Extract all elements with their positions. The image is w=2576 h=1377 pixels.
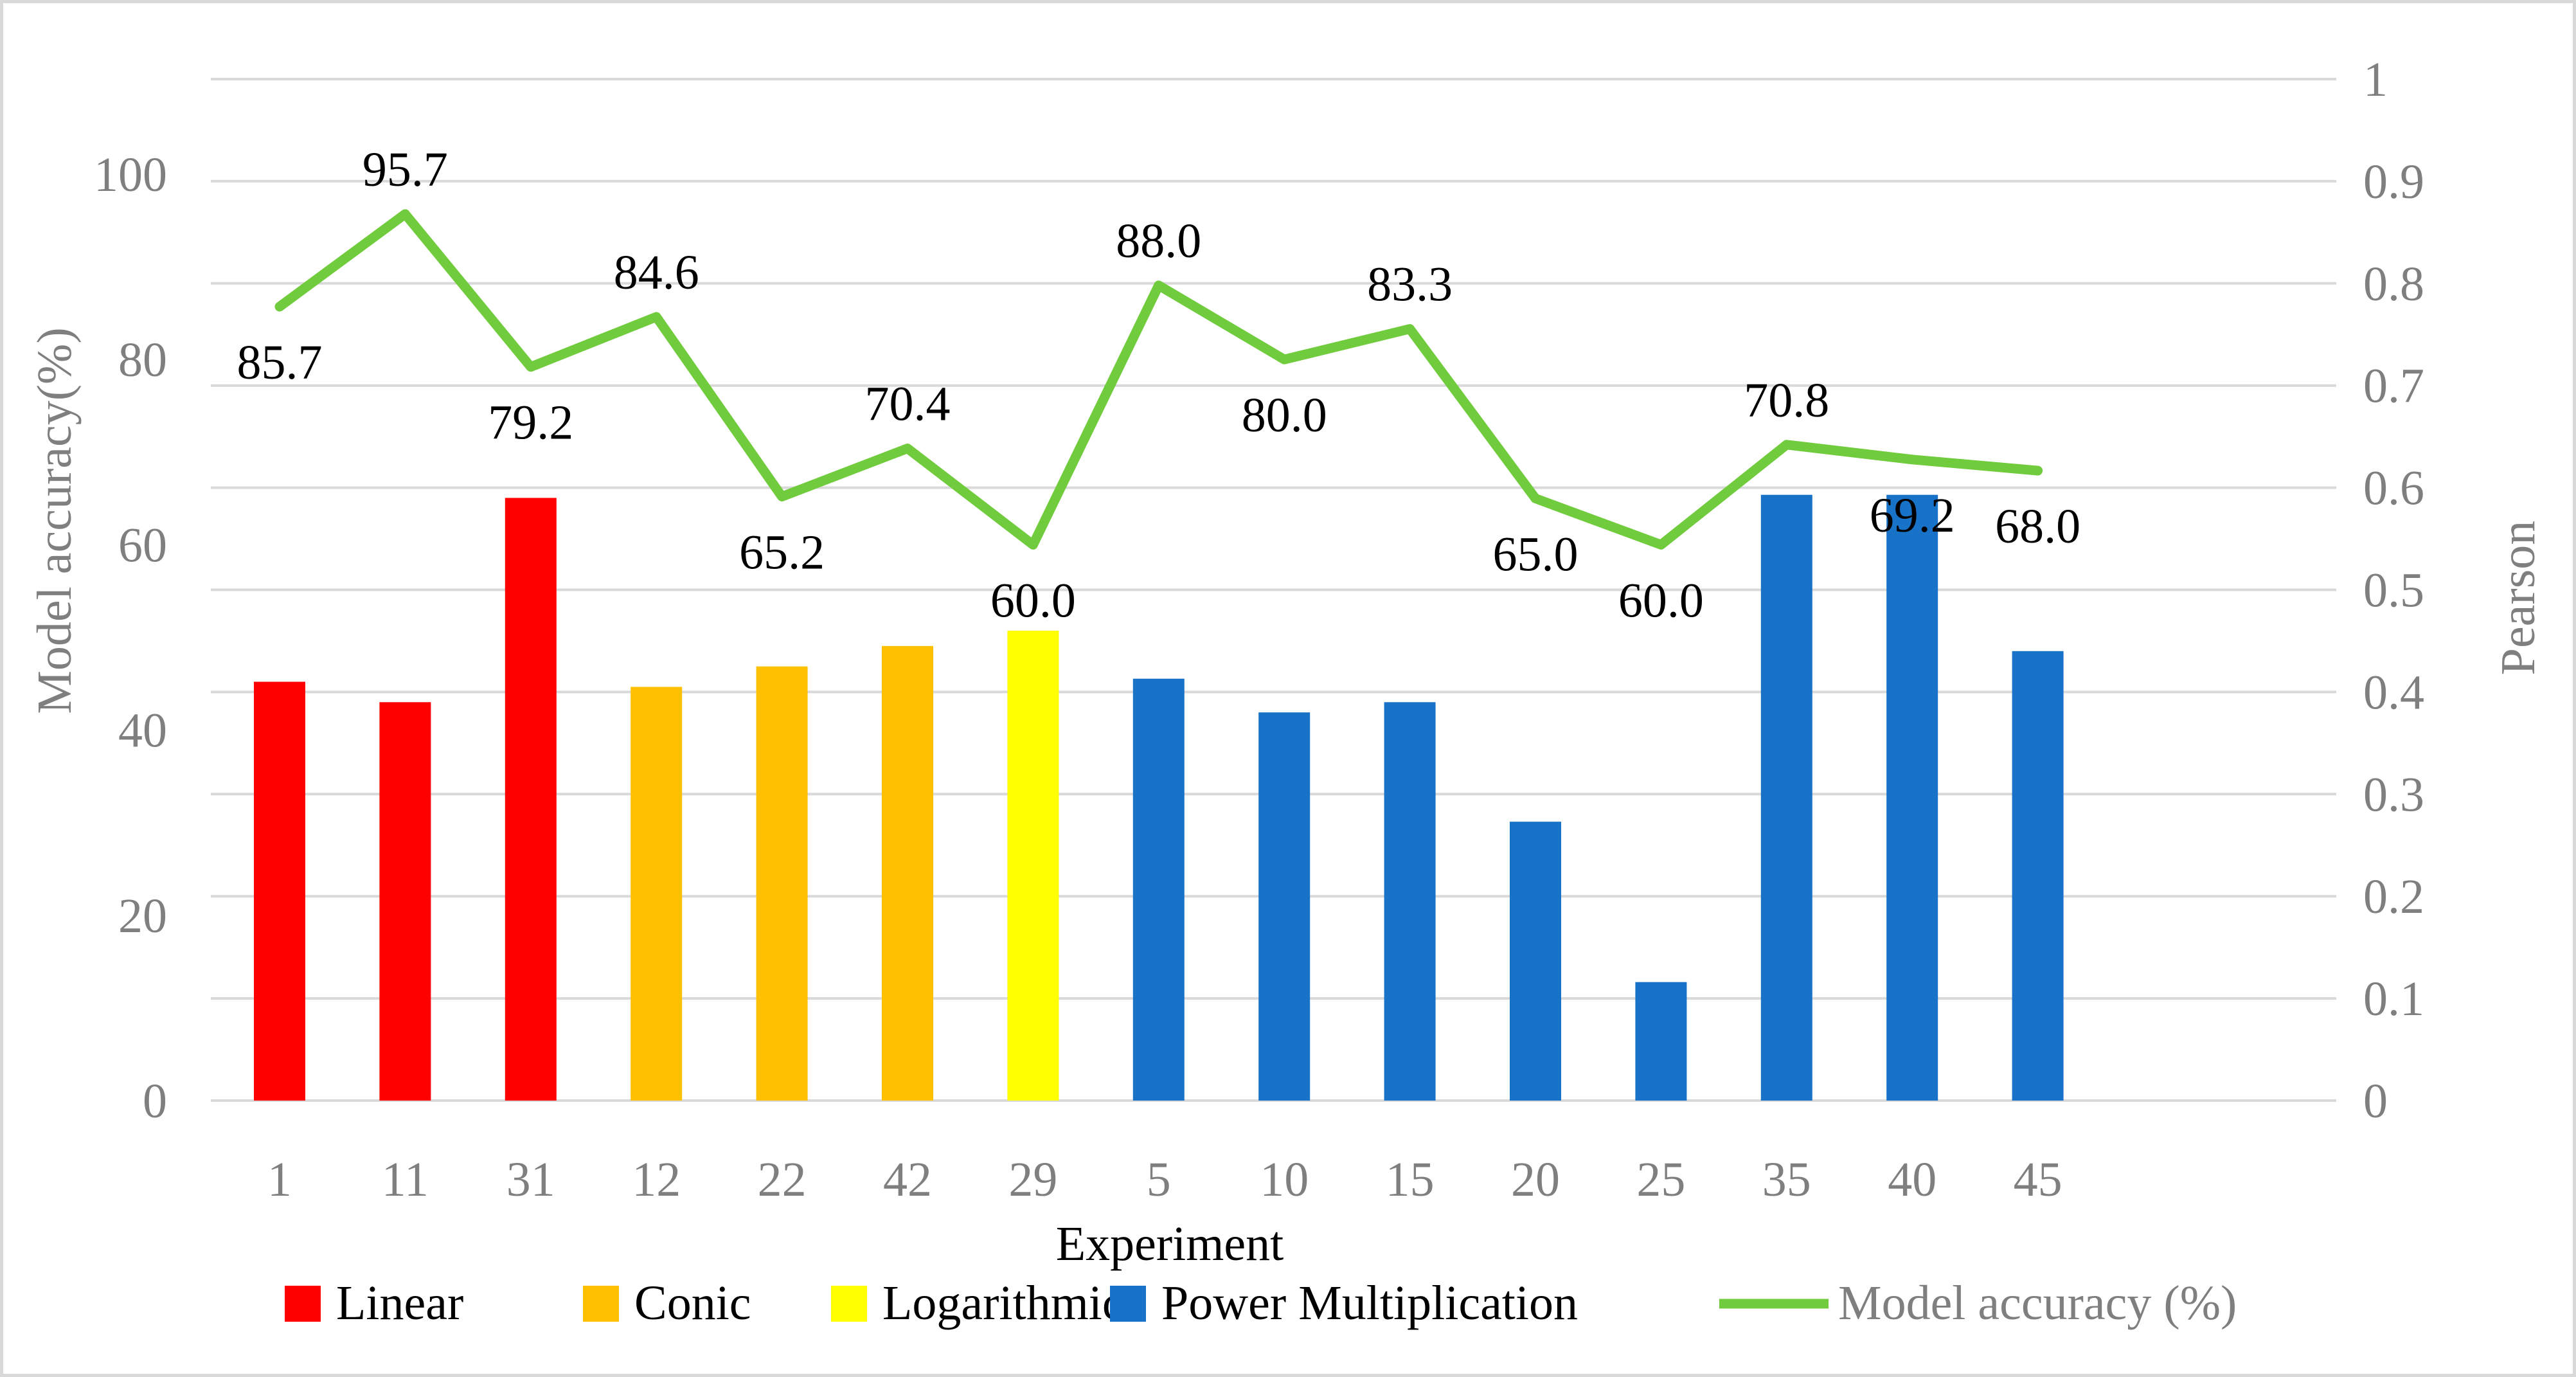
x-tick-label: 11: [382, 1153, 429, 1207]
y2-tick-label: 0.4: [2363, 665, 2424, 719]
y2-tick-label: 0.9: [2363, 155, 2424, 209]
data-labels: 85.7 95.7 79.2 84.6 65.2 70.4 60.0 88.0 80.0 83.3…: [237, 143, 2081, 627]
data-label: 65.2: [739, 525, 825, 579]
data-label: 80.0: [1242, 388, 1327, 442]
line-series: [274, 209, 2043, 550]
x-tick-label: 42: [883, 1153, 932, 1207]
data-label: 95.7: [362, 143, 448, 197]
x-axis-title: Experiment: [1056, 1217, 1284, 1271]
x-tick-label: 29: [1008, 1153, 1057, 1207]
y-tick-label: 80: [118, 333, 167, 387]
legend-label: Logarithmic: [882, 1276, 1124, 1330]
data-label: 70.4: [865, 377, 951, 431]
bar-35: [1760, 494, 1812, 1101]
bar-25: [1635, 982, 1687, 1101]
bar-31: [505, 498, 557, 1101]
legend-label: Conic: [634, 1276, 751, 1330]
y2-tick-label: 0.6: [2363, 462, 2424, 516]
x-tick-label: 5: [1147, 1153, 1171, 1207]
y2-tick-label: 0.1: [2363, 972, 2424, 1026]
bar-5: [1132, 678, 1185, 1101]
x-tick-label: 20: [1511, 1153, 1560, 1207]
right-axis-ticks: 0 0.1 0.2 0.3 0.4 0.5 0.6 0.7 0.8 0.9 1: [2363, 53, 2424, 1128]
x-tick-label: 31: [506, 1153, 555, 1207]
legend-swatch: [285, 1286, 321, 1322]
data-label: 60.0: [1618, 573, 1704, 627]
x-tick-label: 40: [1888, 1153, 1936, 1207]
data-label: 60.0: [990, 573, 1076, 627]
y2-tick-label: 0.3: [2363, 768, 2424, 822]
y2-tick-label: 0: [2363, 1074, 2388, 1128]
x-tick-label: 12: [632, 1153, 681, 1207]
data-label: 88.0: [1116, 214, 1201, 268]
x-tick-label: 22: [758, 1153, 807, 1207]
y-tick-label: 40: [118, 704, 167, 758]
gridlines: [211, 78, 2336, 1102]
y-tick-label: 100: [94, 148, 167, 202]
bar-42: [882, 645, 933, 1101]
y-tick-label: 60: [118, 518, 167, 572]
y2-tick-label: 0.7: [2363, 359, 2424, 413]
x-tick-label: 25: [1636, 1153, 1685, 1207]
legend-swatch: [831, 1286, 867, 1322]
x-tick-label: 45: [2014, 1153, 2062, 1207]
y-axis-title: Model accuracy(%): [28, 327, 82, 714]
x-tick-label: 35: [1762, 1153, 1811, 1207]
combo-chart: 85.7 95.7 79.2 84.6 65.2 70.4 60.0 88.0 80.0 83.3…: [28, 53, 2545, 1330]
data-label: 84.6: [614, 246, 699, 300]
data-label: 69.2: [1870, 489, 1955, 543]
y2-axis-title: Pearson: [2491, 521, 2545, 676]
left-axis-ticks: 0 20 40 60 80 100: [94, 148, 167, 1128]
y-tick-label: 0: [143, 1074, 167, 1128]
x-tick-label: 10: [1260, 1153, 1309, 1207]
bar-40: [1886, 494, 1938, 1101]
x-axis-ticks: 1 11 31 12 22 42 29 5 10 15 20 25 35 40 45: [267, 1153, 2062, 1207]
legend-label: Linear: [336, 1276, 463, 1330]
legend-swatch: [1110, 1286, 1146, 1322]
y-tick-label: 20: [118, 889, 167, 943]
y2-tick-label: 0.5: [2363, 564, 2424, 618]
bar-22: [756, 666, 808, 1101]
data-label: 70.8: [1744, 374, 1829, 428]
data-label: 83.3: [1367, 258, 1453, 312]
x-tick-label: 1: [267, 1153, 292, 1207]
bar-45: [2012, 651, 2064, 1101]
legend-label: Model accuracy (%): [1838, 1276, 2237, 1330]
data-label: 79.2: [488, 396, 573, 450]
bar-20: [1510, 822, 1561, 1101]
x-tick-label: 15: [1386, 1153, 1435, 1207]
legend: Linear Conic Logarithmic Power Multiplicati…: [285, 1276, 2237, 1330]
data-label: 85.7: [237, 336, 323, 390]
y2-tick-label: 0.2: [2363, 870, 2424, 924]
data-label: 68.0: [1995, 500, 2080, 554]
legend-label: Power Multiplication: [1161, 1276, 1578, 1330]
bar-10: [1258, 712, 1310, 1101]
bar-29: [1007, 631, 1059, 1101]
y2-tick-label: 1: [2363, 53, 2388, 107]
data-label: 65.0: [1493, 527, 1579, 581]
bar-11: [379, 702, 431, 1101]
bar-series: [254, 494, 2064, 1101]
bar-12: [631, 687, 683, 1101]
legend-swatch: [583, 1286, 619, 1322]
bar-1: [254, 681, 305, 1101]
y2-tick-label: 0.8: [2363, 257, 2424, 311]
bar-15: [1384, 702, 1436, 1101]
model-accuracy-line: [274, 209, 2043, 550]
